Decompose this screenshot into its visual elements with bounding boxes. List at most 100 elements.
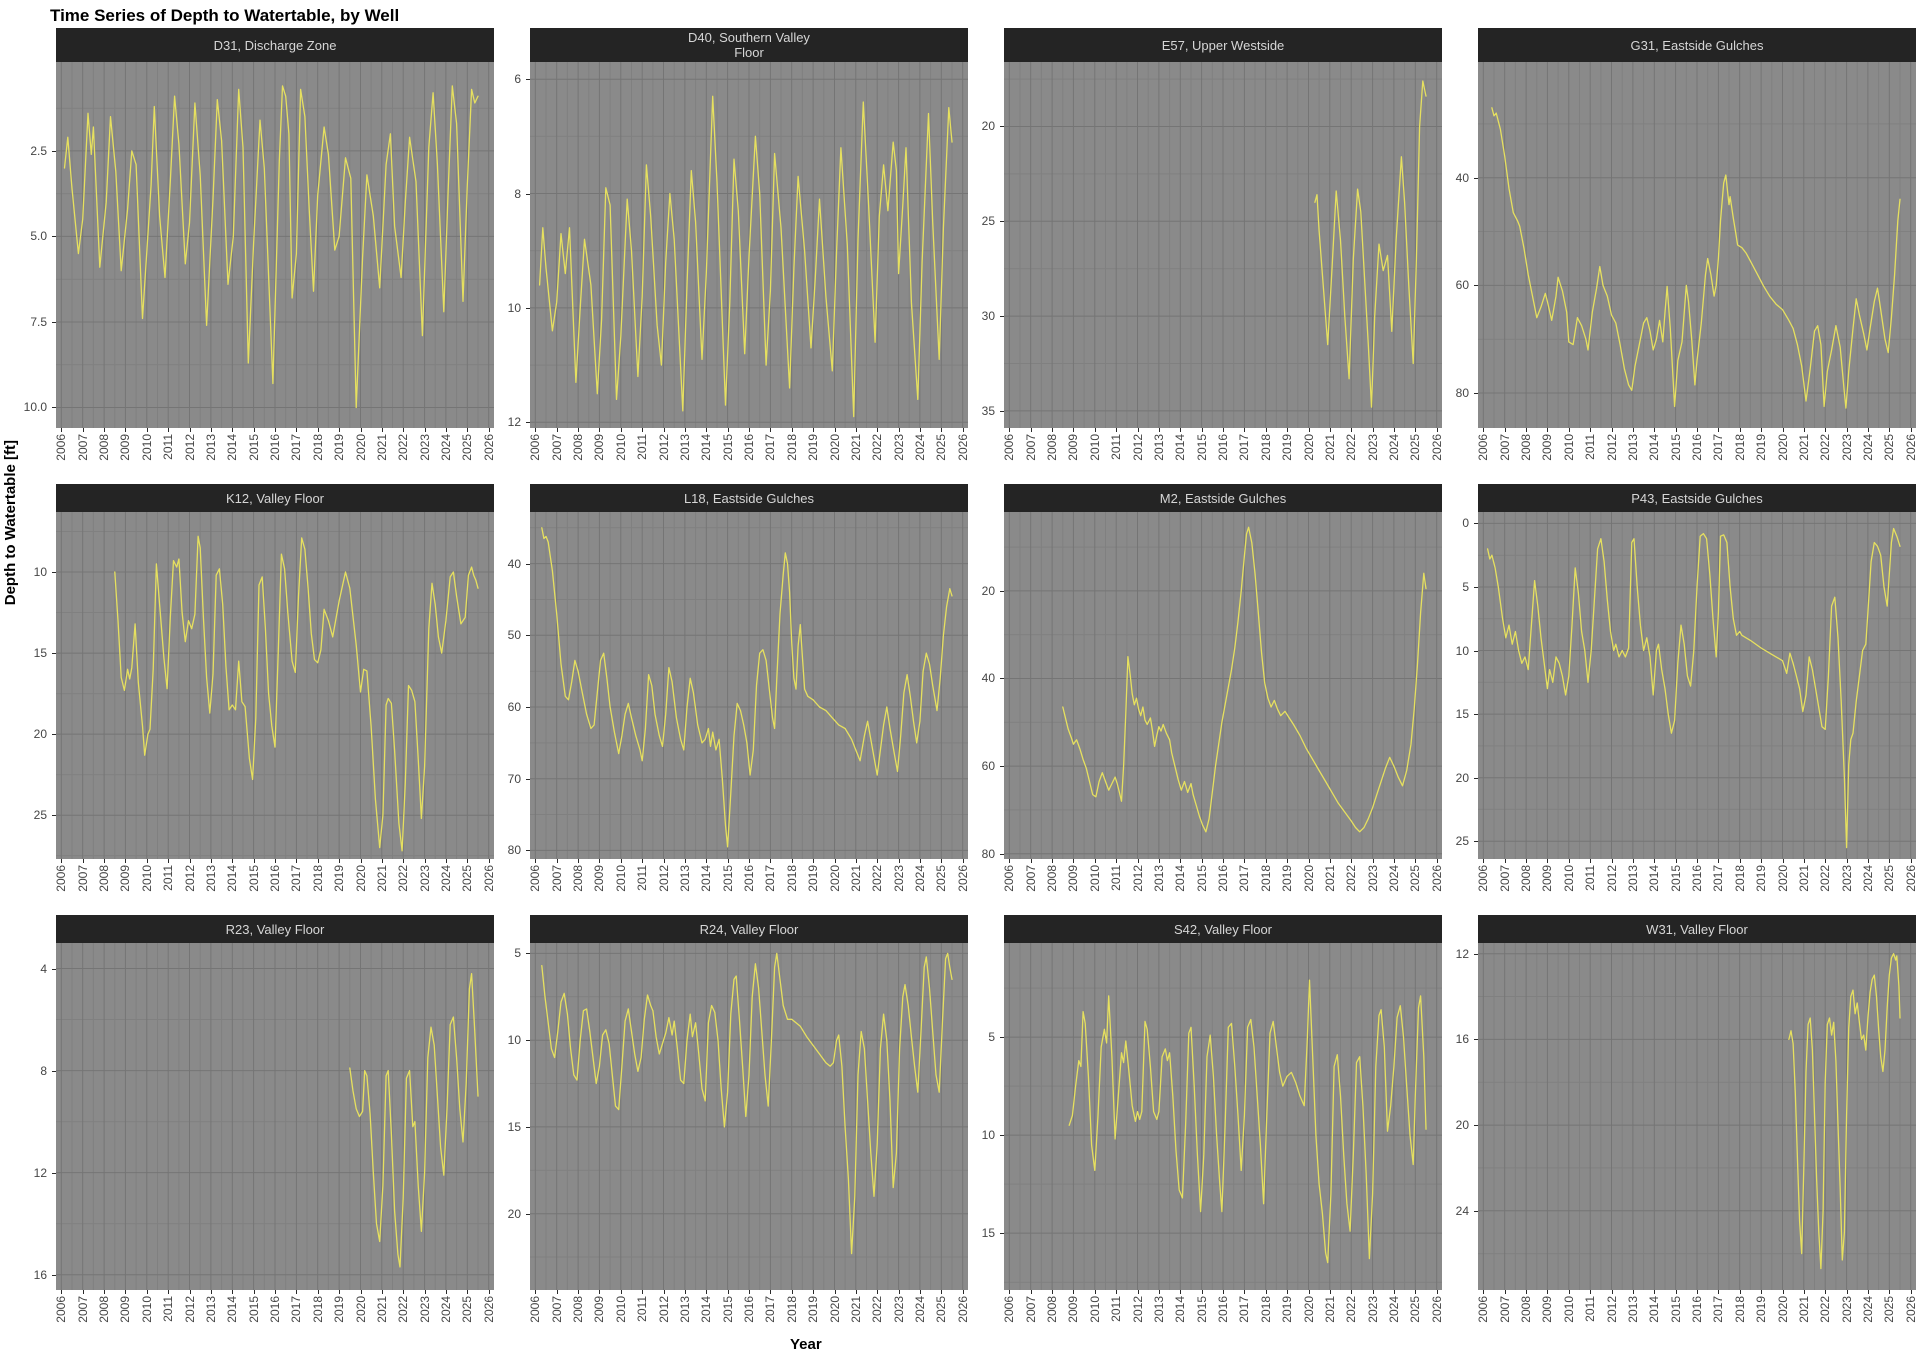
x-tick-label: 2021 — [1322, 865, 1337, 892]
x-tick-mark — [1158, 1290, 1160, 1294]
x-tick-label: 2008 — [571, 865, 586, 892]
x-tick-label: 2019 — [1754, 1296, 1769, 1323]
y-tick-label: 12 — [507, 415, 521, 430]
x-tick-mark — [1590, 428, 1592, 432]
x-tick-mark — [1718, 859, 1720, 863]
y-tick-label: 16 — [33, 1267, 47, 1282]
x-tick-label: 2007 — [75, 434, 90, 461]
y-tick-label: 80 — [981, 846, 995, 861]
x-tick-label: 2009 — [592, 1296, 607, 1323]
x-tick-mark — [1158, 428, 1160, 432]
x-tick-mark — [663, 428, 665, 432]
x-tick-label: 2015 — [1668, 1296, 1683, 1323]
x-tick-label: 2016 — [1690, 1296, 1704, 1323]
x-tick-label: 2019 — [1754, 434, 1769, 461]
x-tick-mark — [1329, 428, 1331, 432]
x-tick-label: 2012 — [1604, 1296, 1619, 1323]
y-tick-mark — [526, 1040, 530, 1042]
x-tick-label: 2022 — [1344, 1296, 1359, 1323]
facet-strip-label: R24, Valley Floor — [530, 915, 968, 943]
y-tick-label: 24 — [1455, 1203, 1469, 1218]
x-tick-label: 2015 — [1194, 865, 1209, 892]
facet-plot — [530, 512, 968, 859]
x-tick-label: 2011 — [1583, 865, 1598, 891]
x-tick-label: 2025 — [934, 1296, 949, 1323]
x-tick-mark — [1308, 1290, 1310, 1294]
x-tick-mark — [146, 428, 148, 432]
x-tick-label: 2008 — [1519, 434, 1534, 461]
x-tick-label: 2015 — [1194, 1296, 1209, 1323]
x-tick-mark — [424, 428, 426, 432]
y-tick-label: 40 — [981, 671, 995, 686]
x-tick-label: 2017 — [289, 1296, 304, 1323]
y-tick-label: 12 — [33, 1165, 47, 1180]
y-tick-label: 5 — [1462, 579, 1469, 594]
y-tick-mark — [1474, 177, 1478, 179]
facet-strip-label: K12, Valley Floor — [56, 484, 494, 512]
x-tick-mark — [855, 859, 857, 863]
x-tick-mark — [1287, 859, 1289, 863]
x-tick-mark — [813, 859, 815, 863]
x-tick-mark — [1675, 859, 1677, 863]
x-tick-mark — [317, 859, 319, 863]
x-tick-mark — [1526, 428, 1528, 432]
x-tick-mark — [1697, 859, 1698, 863]
y-tick-label: 35 — [981, 403, 995, 418]
x-tick-mark — [919, 1290, 921, 1294]
x-tick-label: 2018 — [1258, 1296, 1273, 1323]
x-tick-mark — [663, 859, 665, 863]
x-tick-mark — [339, 859, 341, 863]
x-tick-label: 2017 — [1237, 1296, 1252, 1323]
x-tick-mark — [488, 859, 490, 863]
x-tick-label: 2008 — [97, 434, 112, 461]
facet-plot — [1004, 62, 1442, 428]
x-tick-label: 2010 — [613, 865, 628, 892]
x-tick-mark — [1009, 859, 1011, 863]
y-tick-mark — [1474, 650, 1478, 652]
facet-plot — [1004, 512, 1442, 859]
x-tick-mark — [1910, 428, 1912, 432]
facet-row: D31, Discharge Zone 2.5 5.0 7.5 10.0 2006 2007… — [20, 28, 1918, 472]
x-tick-mark — [1415, 428, 1417, 432]
x-tick-label: 2008 — [97, 865, 112, 892]
x-tick-label: 2007 — [1023, 1296, 1038, 1323]
facet-strip-label: D31, Discharge Zone — [56, 28, 494, 62]
y-tick-mark — [526, 307, 530, 309]
x-tick-mark — [834, 428, 836, 432]
x-tick-label: 2015 — [246, 1296, 261, 1323]
x-tick-mark — [1223, 1290, 1224, 1294]
x-tick-label: 2018 — [1258, 865, 1273, 892]
x-tick-mark — [339, 1290, 341, 1294]
facet-panel: G31, Eastside Gulches 40 60 80 2006 2007 2008 2… — [1442, 28, 1918, 472]
x-tick-label: 2024 — [438, 1296, 453, 1323]
x-tick-label: 2023 — [1365, 434, 1380, 461]
x-tick-mark — [1436, 859, 1438, 863]
x-tick-mark — [1137, 859, 1139, 863]
y-tick-mark — [1000, 126, 1004, 128]
x-tick-label: 2025 — [460, 865, 475, 892]
y-tick-label: 5.0 — [30, 229, 47, 244]
x-tick-label: 2017 — [763, 865, 778, 892]
x-tick-label: 2022 — [1818, 1296, 1833, 1323]
x-tick-label: 2015 — [246, 434, 261, 461]
x-tick-mark — [962, 428, 964, 432]
x-tick-mark — [1483, 1290, 1485, 1294]
y-tick-label: 15 — [33, 646, 47, 661]
y-tick-mark — [526, 422, 530, 424]
y-tick-mark — [1000, 590, 1004, 592]
x-tick-mark — [232, 1290, 234, 1294]
x-tick-mark — [684, 1290, 686, 1294]
x-tick-mark — [1867, 1290, 1869, 1294]
x-tick-label: 2019 — [1280, 434, 1295, 461]
x-tick-label: 2014 — [699, 1296, 714, 1323]
x-tick-mark — [253, 428, 255, 432]
x-tick-label: 2006 — [54, 434, 69, 461]
x-tick-mark — [1308, 859, 1310, 863]
x-tick-mark — [1718, 1290, 1720, 1294]
x-tick-mark — [1180, 1290, 1182, 1294]
x-tick-label: 2008 — [97, 1296, 112, 1323]
x-tick-mark — [403, 1290, 405, 1294]
facet-row: R23, Valley Floor 4 8 12 16 2006 2007 2008 2009 2… — [20, 915, 1918, 1334]
x-tick-mark — [941, 428, 943, 432]
x-tick-label: 2011 — [161, 865, 176, 891]
